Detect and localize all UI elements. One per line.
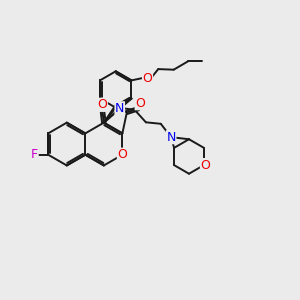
Text: O: O [117,148,127,161]
Text: O: O [98,98,107,111]
Text: F: F [31,148,38,161]
Text: O: O [135,97,145,110]
Text: O: O [142,71,152,85]
Text: N: N [115,102,124,115]
Text: N: N [167,131,176,144]
Text: O: O [200,159,210,172]
